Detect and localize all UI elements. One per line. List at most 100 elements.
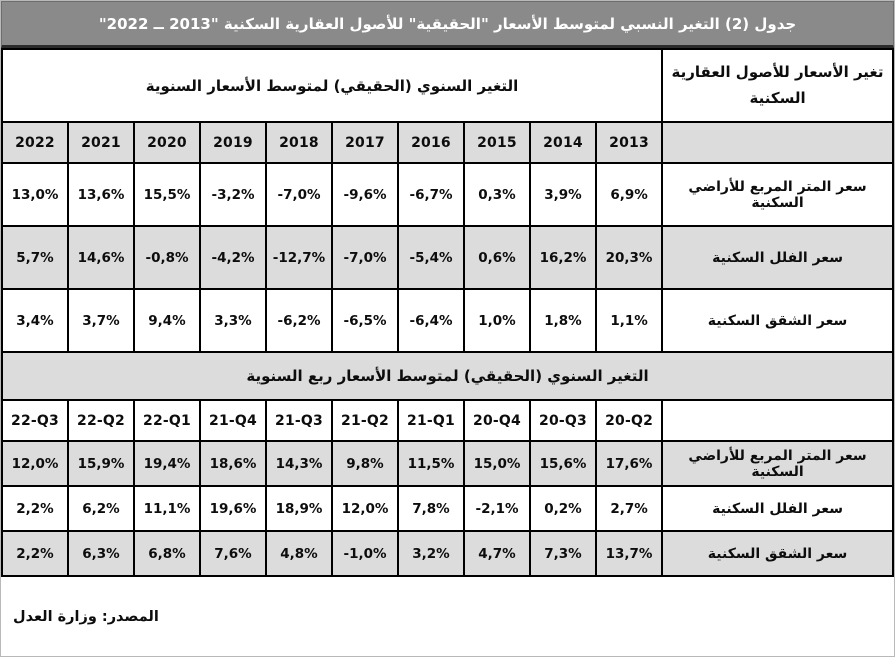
blank-corner-cell (661, 399, 894, 442)
data-cell: -6,5% (331, 288, 399, 353)
blank-corner-cell (661, 121, 894, 164)
data-cell: 5,7% (1, 225, 69, 290)
data-cell: 1,8% (529, 288, 597, 353)
year-header-cell: 2013 (594, 121, 664, 164)
data-cell: -3,2% (199, 162, 267, 227)
quarter-header-cell: 21-Q3 (265, 399, 333, 442)
year-header-cell: 2022 (1, 121, 69, 164)
data-cell: 4,7% (463, 530, 531, 577)
data-cell: 13,6% (67, 162, 135, 227)
data-cell: 17,6% (594, 440, 664, 487)
quarter-header-cell: 21-Q4 (199, 399, 267, 442)
data-cell: 6,3% (67, 530, 135, 577)
data-cell: 13,7% (594, 530, 664, 577)
row-label: سعر الشقق السكنية (661, 530, 894, 577)
quarter-header-cell: 21-Q2 (331, 399, 399, 442)
quarter-header-row: 22-Q3 22-Q2 22-Q1 21-Q4 21-Q3 21-Q2 21-Q1 20-Q4… (1, 399, 894, 442)
quarter-header-cell: 22-Q1 (133, 399, 201, 442)
data-cell: 11,5% (397, 440, 465, 487)
year-header-row: 2022 2021 2020 2019 2018 2017 2016 2015 2014 2013 (1, 121, 894, 164)
data-cell: 0,6% (463, 225, 531, 290)
data-cell: 14,6% (67, 225, 135, 290)
data-cell: -6,4% (397, 288, 465, 353)
data-cell: 12,0% (1, 440, 69, 487)
data-cell: 3,4% (1, 288, 69, 353)
source-footer: المصدر: وزارة العدل (1, 577, 894, 656)
data-cell: 16,2% (529, 225, 597, 290)
year-header-cell: 2016 (397, 121, 465, 164)
data-cell: 2,2% (1, 485, 69, 532)
data-cell: 18,6% (199, 440, 267, 487)
annual-section-header: التغير السنوي (الحقيقي) لمتوسط الأسعار ا… (0, 48, 664, 123)
table-row: 12,0% 15,9% 19,4% 18,6% 14,3% 9,8% 11,5% 15,0% 1… (1, 440, 894, 487)
data-cell: -4,2% (199, 225, 267, 290)
data-cell: 15,0% (463, 440, 531, 487)
table-row: 2,2% 6,2% 11,1% 19,6% 18,9% 12,0% 7,8% -2,1% 0,2… (1, 485, 894, 532)
data-cell: -9,6% (331, 162, 399, 227)
year-header-cell: 2017 (331, 121, 399, 164)
data-cell: 12,0% (331, 485, 399, 532)
data-cell: 14,3% (265, 440, 333, 487)
year-header-cell: 2020 (133, 121, 201, 164)
quarter-header-cell: 21-Q1 (397, 399, 465, 442)
row-label: سعر الفلل السكنية (661, 485, 894, 532)
year-header-cell: 2018 (265, 121, 333, 164)
data-cell: 4,8% (265, 530, 333, 577)
quarterly-section-header: التغير السنوي (الحقيقي) لمتوسط الأسعار ر… (1, 351, 894, 401)
data-cell: 3,9% (529, 162, 597, 227)
data-cell: -2,1% (463, 485, 531, 532)
data-cell: 3,2% (397, 530, 465, 577)
year-header-cell: 2019 (199, 121, 267, 164)
quarterly-section-header-row: التغير السنوي (الحقيقي) لمتوسط الأسعار ر… (1, 351, 894, 401)
quarter-header-cell: 22-Q3 (1, 399, 69, 442)
price-change-table: التغير السنوي (الحقيقي) لمتوسط الأسعار ا… (0, 48, 894, 577)
quarter-header-cell: 20-Q3 (529, 399, 597, 442)
row-label: سعر المتر المربع للأراضي السكنية (661, 162, 894, 227)
table-row: 2,2% 6,3% 6,8% 7,6% 4,8% -1,0% 3,2% 4,7% 7,3% 13,… (1, 530, 894, 577)
data-cell: 7,6% (199, 530, 267, 577)
table-row: 5,7% 14,6% -0,8% -4,2% -12,7% -7,0% -5,4% 0,6% 1… (1, 225, 894, 290)
row-label: سعر المتر المربع للأراضي السكنية (661, 440, 894, 487)
data-cell: 1,0% (463, 288, 531, 353)
quarter-header-cell: 22-Q2 (67, 399, 135, 442)
data-cell: 11,1% (133, 485, 201, 532)
data-cell: 20,3% (594, 225, 664, 290)
data-cell: 19,6% (199, 485, 267, 532)
table-row: 3,4% 3,7% 9,4% 3,3% -6,2% -6,5% -6,4% 1,0% 1,8% 1… (1, 288, 894, 353)
data-cell: 15,6% (529, 440, 597, 487)
table-title-bar: جدول (2) التغير النسبي لمتوسط الأسعار "ا… (1, 1, 894, 48)
data-cell: 9,4% (133, 288, 201, 353)
group-header-row: التغير السنوي (الحقيقي) لمتوسط الأسعار ا… (0, 48, 894, 123)
year-header-cell: 2021 (67, 121, 135, 164)
data-cell: -5,4% (397, 225, 465, 290)
row-label: سعر الشقق السكنية (661, 288, 894, 353)
assets-corner-header: تغير الأسعار للأصول العقارية السكنية (661, 48, 894, 123)
data-cell: 19,4% (133, 440, 201, 487)
data-cell: 1,1% (594, 288, 664, 353)
data-cell: -6,7% (397, 162, 465, 227)
data-cell: 2,7% (594, 485, 664, 532)
data-cell: 0,3% (463, 162, 531, 227)
data-cell: -7,0% (265, 162, 333, 227)
data-cell: 6,2% (67, 485, 135, 532)
data-cell: 7,8% (397, 485, 465, 532)
data-cell: 2,2% (1, 530, 69, 577)
data-cell: 15,5% (133, 162, 201, 227)
data-cell: 13,0% (1, 162, 69, 227)
row-label: سعر الفلل السكنية (661, 225, 894, 290)
data-cell: -6,2% (265, 288, 333, 353)
data-cell: 3,7% (67, 288, 135, 353)
data-cell: 6,9% (594, 162, 664, 227)
year-header-cell: 2015 (463, 121, 531, 164)
data-cell: -12,7% (265, 225, 333, 290)
quarter-header-cell: 20-Q2 (594, 399, 664, 442)
data-cell: 0,2% (529, 485, 597, 532)
data-cell: -1,0% (331, 530, 399, 577)
data-cell: 15,9% (67, 440, 135, 487)
year-header-cell: 2014 (529, 121, 597, 164)
data-cell: 7,3% (529, 530, 597, 577)
data-cell: -7,0% (331, 225, 399, 290)
table-row: 13,0% 13,6% 15,5% -3,2% -7,0% -9,6% -6,7% 0,3% 3… (1, 162, 894, 227)
data-cell: 6,8% (133, 530, 201, 577)
